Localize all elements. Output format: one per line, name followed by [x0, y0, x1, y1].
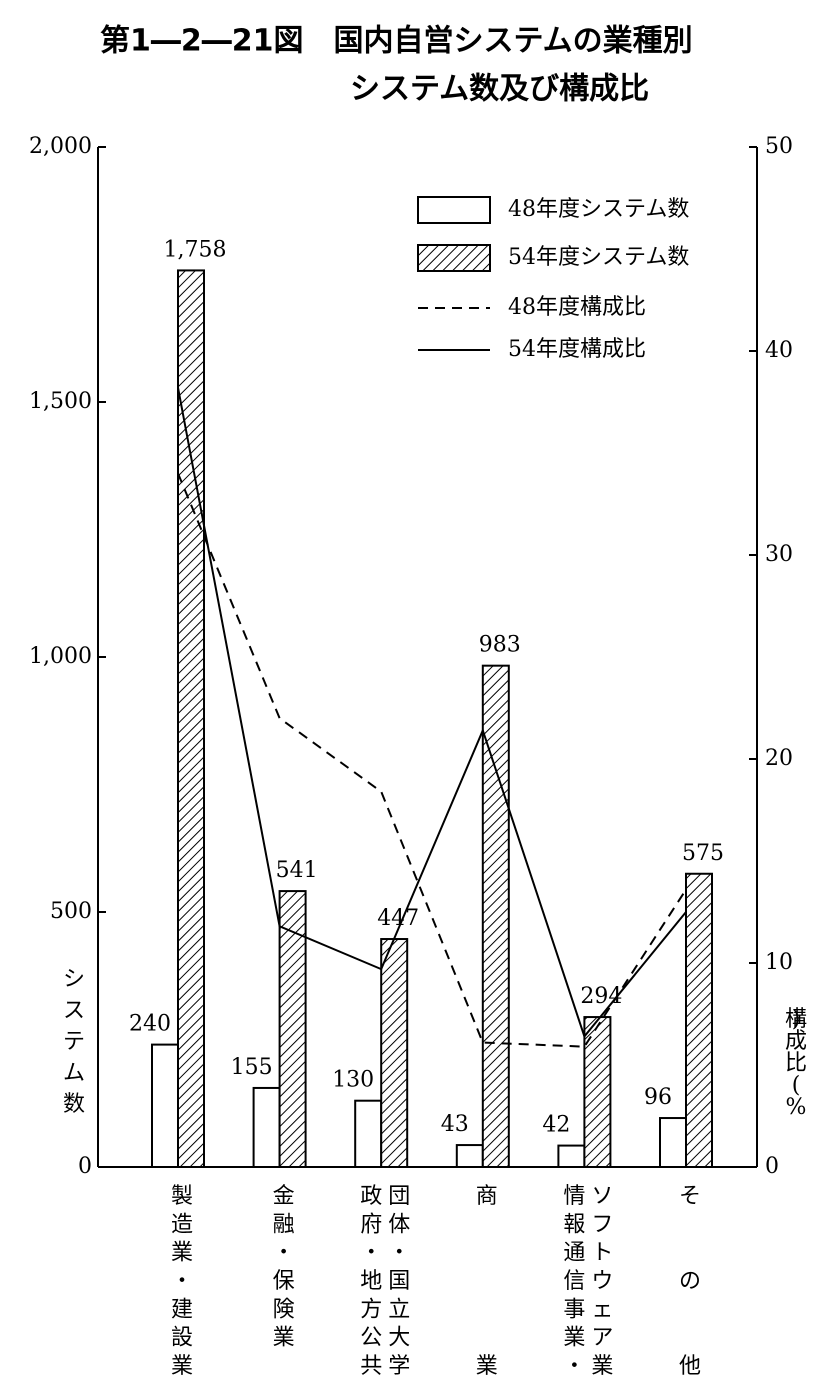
bar	[278, 890, 307, 1169]
legend-label: 54年度構成比	[508, 337, 646, 362]
y2-tick-label: 20	[765, 746, 793, 771]
x-tick-label: 商業	[476, 1184, 498, 1379]
legend-swatch	[417, 196, 491, 224]
y2-tick-label: 10	[765, 950, 793, 975]
bar	[252, 1086, 281, 1168]
bar	[659, 1117, 687, 1169]
y-tick-label: 2,000	[29, 134, 92, 159]
bar	[685, 872, 713, 1168]
y2-tick-label: 30	[765, 542, 793, 567]
data-label: 541	[276, 858, 318, 883]
data-label: 96	[644, 1085, 672, 1110]
legend-label: 54年度システム数	[508, 245, 689, 270]
data-label: 155	[231, 1055, 273, 1080]
y2-tick-label: 40	[765, 338, 793, 363]
data-label: 42	[542, 1113, 570, 1138]
x-tick-label: その他	[679, 1184, 701, 1379]
legend-label: 48年度構成比	[508, 295, 646, 320]
line	[177, 473, 687, 1048]
bar	[455, 1144, 484, 1168]
data-label: 1,758	[164, 237, 227, 262]
data-label: 294	[580, 984, 622, 1009]
y-tick-label: 1,000	[29, 644, 92, 669]
data-label: 575	[682, 841, 724, 866]
bar	[354, 1099, 383, 1168]
y2-axis-label: 構成比(%)	[785, 1007, 807, 1120]
data-label: 240	[129, 1012, 171, 1037]
data-label: 43	[441, 1112, 469, 1137]
y-axis-label: システム数	[63, 967, 85, 1117]
legend-label: 48年度システム数	[508, 197, 689, 222]
y-tick-label: 0	[78, 1154, 92, 1179]
chart-title: システム数及び構成比	[350, 72, 649, 107]
bar	[481, 664, 510, 1168]
x-tick-label: 金融・保険業	[273, 1184, 295, 1351]
data-label: 130	[332, 1068, 374, 1093]
x-tick-label: 政府・地方公共団体・国立大学	[360, 1184, 410, 1379]
data-label: 983	[479, 633, 521, 658]
chart-title: 第1―2―21図 国内自営システムの業種別	[100, 24, 693, 59]
x-tick-label: 製造業・建設業	[171, 1184, 193, 1379]
bar	[583, 1016, 612, 1168]
legend-swatch	[417, 244, 491, 272]
line	[177, 387, 687, 1039]
y2-tick-label: 0	[765, 1154, 779, 1179]
y-tick-label: 1,500	[29, 389, 92, 414]
y-tick-label: 500	[50, 899, 92, 924]
y2-tick-label: 50	[765, 134, 793, 159]
bar	[557, 1144, 586, 1168]
x-tick-label: 情報通信事業・ソフトウェア業	[563, 1184, 613, 1379]
bar	[380, 938, 409, 1169]
bar	[177, 269, 205, 1169]
bar	[151, 1043, 179, 1168]
